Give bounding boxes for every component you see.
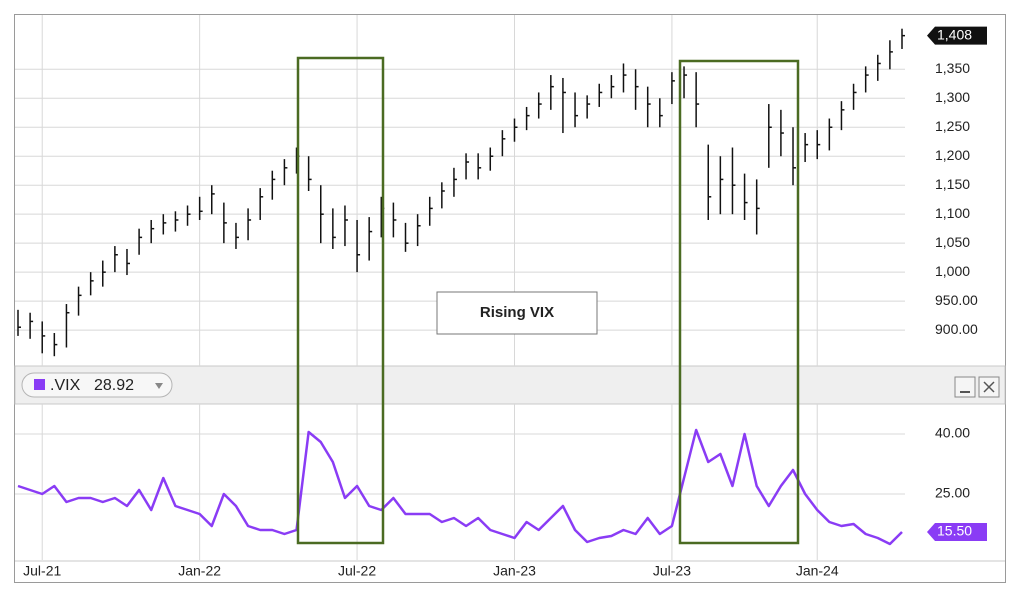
last-price-tag-bg (927, 26, 987, 45)
last-price-tag: 1,408 (937, 26, 972, 42)
x-tick-label: Jul-23 (653, 563, 691, 579)
last-vix-tag-bg (927, 523, 987, 541)
y-tick-label: 1,100 (935, 205, 970, 221)
x-tick-label: Jan-23 (493, 563, 536, 579)
legend-value: 28.92 (94, 377, 134, 394)
panel-header (14, 365, 1006, 405)
x-tick-label: Jul-22 (338, 563, 376, 579)
vix-line (17, 428, 903, 546)
last-vix-tag: 15.50 (937, 523, 972, 539)
dropdown-arrow[interactable] (155, 383, 163, 389)
legend-swatch (34, 379, 45, 390)
plot (17, 28, 905, 546)
legend-name: .VIX (50, 377, 81, 394)
x-tick-label: Jan-22 (178, 563, 221, 579)
y-tick-label: 1,000 (935, 263, 970, 279)
minimize-button[interactable] (954, 376, 976, 398)
close-icon (983, 381, 995, 393)
y-tick-label: 950.00 (935, 292, 978, 308)
y-tick-label: 1,250 (935, 118, 970, 134)
legend-pill[interactable] (21, 372, 173, 398)
x-tick-label: Jan-24 (796, 563, 839, 579)
y-tick-label: 1,050 (935, 234, 970, 250)
y-tick-label: 1,200 (935, 147, 970, 163)
y-tick-label: 25.00 (935, 485, 970, 501)
y-tick-label: 1,300 (935, 89, 970, 105)
highlight-box (296, 56, 385, 545)
highlight-box (678, 59, 800, 545)
y-tick-label: 40.00 (935, 425, 970, 441)
y-tick-label: 1,350 (935, 60, 970, 76)
y-tick-label: 900.00 (935, 321, 978, 337)
y-tick-label: 1,150 (935, 176, 970, 192)
annotation-box (436, 291, 598, 335)
annotation: Rising VIX (480, 304, 554, 321)
x-tick-label: Jul-21 (23, 563, 61, 579)
